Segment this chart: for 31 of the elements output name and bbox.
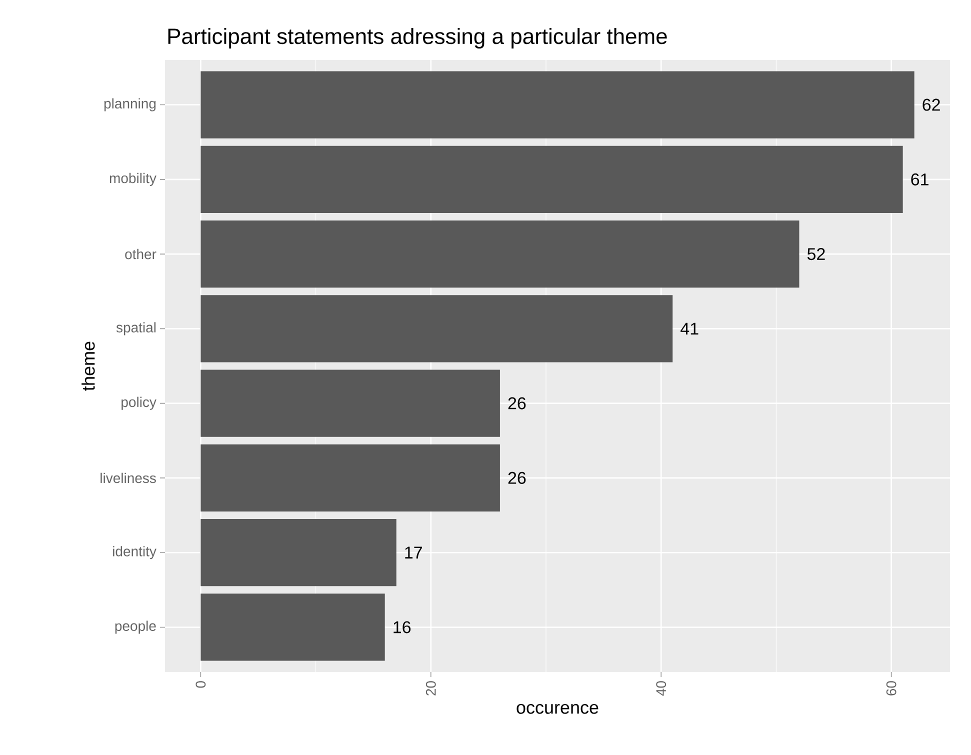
data-label: 16	[394, 621, 411, 634]
chart-title: Participant statements adressing a particular theme	[168, 28, 667, 48]
data-label: 41	[680, 322, 698, 335]
y-tick-label: spatial	[116, 322, 156, 336]
data-label: 52	[807, 248, 825, 260]
bar	[200, 370, 500, 437]
y-tick-label: liveliness	[100, 472, 156, 484]
bar	[200, 71, 914, 138]
data-label: 61	[911, 173, 928, 186]
bar	[200, 295, 673, 362]
x-tick-label: 40	[656, 681, 666, 696]
data-label: 26	[508, 472, 526, 484]
y-tick-label: policy	[122, 396, 156, 410]
x-tick-label: 0	[196, 681, 206, 688]
bar	[200, 220, 800, 288]
y-tick-label: planning	[104, 98, 156, 112]
bar	[200, 519, 396, 586]
x-tick-label: 60	[886, 681, 896, 696]
data-label: 17	[405, 546, 422, 558]
data-label: 62	[922, 98, 940, 111]
y-tick-label: mobility	[110, 172, 156, 186]
x-axis-title: occurence	[516, 704, 598, 714]
bar	[200, 146, 903, 214]
bar	[200, 594, 385, 661]
y-tick-label: people	[115, 620, 156, 634]
data-label: 26	[508, 397, 526, 410]
bar	[200, 444, 500, 512]
y-tick-label: identity	[113, 546, 156, 560]
x-tick-label: 20	[426, 681, 436, 696]
y-tick-label: other	[125, 248, 156, 260]
y-axis-title: theme	[82, 342, 95, 391]
